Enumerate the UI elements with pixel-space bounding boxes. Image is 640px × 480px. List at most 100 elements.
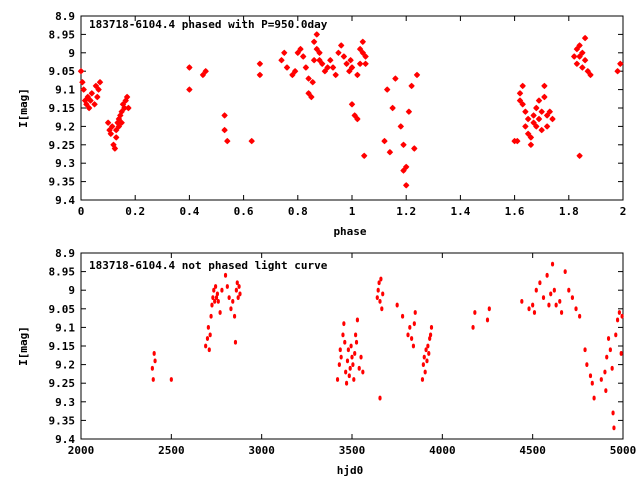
unphased-y-tick-label: 8.9 — [55, 247, 75, 260]
phased-data-point — [281, 49, 288, 56]
unphased-data-point — [234, 287, 238, 293]
unphased-y-tick-label: 8.95 — [49, 266, 76, 279]
unphased-x-tick-label: 4500 — [519, 444, 546, 457]
phased-data-point — [316, 49, 323, 56]
phased-y-tick-label: 9 — [68, 47, 75, 60]
unphased-data-point — [215, 291, 220, 297]
unphased-data-point — [339, 354, 343, 360]
phased-x-tick-label: 0 — [78, 205, 85, 218]
phased-data-point — [400, 141, 407, 148]
phased-data-point — [310, 57, 318, 64]
phased-data-point — [109, 123, 116, 130]
unphased-data-point — [211, 295, 215, 301]
phased-data-point — [576, 42, 583, 49]
unphased-data-point — [412, 321, 416, 327]
phased-data-point — [546, 108, 553, 115]
unphased-data-point — [225, 284, 229, 289]
phased-y-axis-label: I[mag] — [17, 88, 30, 128]
phased-data-point — [541, 93, 548, 101]
phased-y-tick-label: 9.35 — [49, 176, 76, 189]
unphased-x-tick-label: 3500 — [339, 444, 366, 457]
phased-data-point — [302, 64, 310, 71]
unphased-x-tick-label: 3000 — [248, 444, 275, 457]
phased-data-point — [535, 97, 543, 104]
unphased-data-point — [617, 310, 621, 315]
phased-data-point — [291, 68, 299, 75]
phased-data-point — [111, 145, 119, 152]
phased-data-point — [332, 71, 339, 79]
phased-data-point — [186, 86, 193, 93]
unphased-data-point — [428, 336, 432, 341]
unphased-data-point — [400, 313, 405, 319]
unphased-data-point — [227, 295, 231, 301]
unphased-data-point — [520, 298, 524, 304]
unphased-data-point — [232, 313, 237, 319]
phased-data-point — [309, 79, 316, 86]
unphased-data-point — [545, 272, 549, 278]
unphased-data-point — [588, 373, 593, 379]
unphased-data-point — [610, 365, 614, 371]
phased-data-point — [221, 112, 228, 119]
unphased-data-point — [534, 287, 538, 293]
unphased-y-tick-label: 9.05 — [49, 303, 76, 316]
phased-data-point — [96, 79, 104, 86]
unphased-data-point — [381, 291, 385, 297]
unphased-data-point — [408, 325, 412, 330]
unphased-y-tick-label: 9 — [68, 284, 75, 297]
unphased-data-point — [615, 317, 620, 323]
unphased-data-point — [208, 332, 212, 338]
unphased-data-point — [578, 313, 582, 319]
phased-data-point — [88, 90, 95, 97]
unphased-data-point — [351, 362, 355, 367]
phased-data-point — [538, 108, 545, 115]
phased-data-point — [362, 53, 369, 60]
phased-data-point — [541, 82, 548, 90]
unphased-y-tick-label: 9.15 — [49, 340, 76, 353]
unphased-data-point — [151, 377, 155, 382]
phased-data-point — [310, 38, 318, 45]
phased-data-point — [87, 97, 94, 104]
unphased-x-tick-label: 2500 — [158, 444, 185, 457]
phased-data-point — [107, 130, 114, 137]
phased-data-point — [403, 163, 410, 171]
phased-x-tick-label: 0.6 — [234, 205, 254, 218]
phased-y-tick-label: 9.05 — [49, 65, 76, 78]
unphased-x-tick-label: 4000 — [429, 444, 456, 457]
unphased-data-point — [223, 272, 228, 278]
unphased-data-point — [214, 295, 219, 301]
unphased-data-point — [346, 347, 350, 353]
unphased-data-point — [620, 313, 624, 319]
unphased-data-point — [592, 395, 596, 401]
unphased-data-point — [424, 347, 428, 353]
unphased-data-point — [347, 373, 351, 379]
unphased-data-point — [612, 425, 616, 431]
phased-data-point — [514, 137, 521, 145]
unphased-data-point — [353, 351, 357, 356]
unphased-data-point — [531, 302, 535, 308]
unphased-data-point — [354, 332, 358, 338]
unphased-y-axis-label: I[mag] — [17, 326, 30, 366]
phased-data-point — [297, 45, 304, 53]
unphased-data-point — [153, 358, 157, 364]
phased-data-point — [91, 101, 98, 108]
phased-data-point — [530, 112, 537, 119]
phased-data-point — [347, 57, 354, 64]
phased-plot-frame — [80, 15, 624, 201]
phased-data-point — [614, 68, 621, 75]
phased-data-point — [348, 64, 356, 71]
unphased-data-point — [606, 336, 611, 341]
phased-data-point — [522, 123, 529, 130]
phased-data-point — [543, 123, 551, 130]
phased-data-point — [571, 53, 578, 60]
phased-panel: 183718-6104.4 phased with P=950.0day pha… — [17, 10, 626, 238]
unphased-x-axis-label: hjd0 — [337, 464, 364, 477]
unphased-y-tick-label: 9.4 — [55, 433, 75, 446]
phased-data-point — [354, 115, 361, 123]
unphased-data-point — [237, 284, 241, 289]
phased-data-point — [104, 119, 112, 126]
unphased-data-point — [425, 358, 429, 364]
unphased-data-point — [585, 362, 589, 367]
phased-data-point — [413, 71, 421, 79]
unphased-data-point — [376, 287, 380, 293]
unphased-data-point — [406, 332, 410, 338]
